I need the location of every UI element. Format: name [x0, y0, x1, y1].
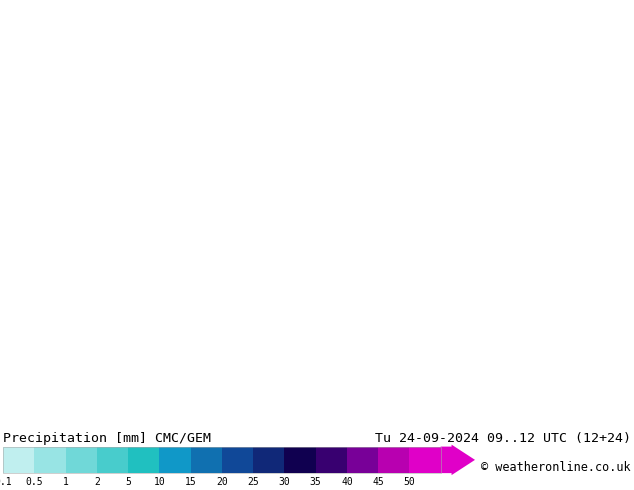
Bar	[191, 446, 222, 473]
Text: 0.5: 0.5	[25, 477, 43, 487]
Bar	[410, 446, 441, 473]
Bar	[285, 446, 316, 473]
Text: 25: 25	[247, 477, 259, 487]
Bar	[253, 446, 285, 473]
Text: 40: 40	[341, 477, 353, 487]
Text: 1: 1	[63, 477, 68, 487]
Bar	[66, 446, 97, 473]
Text: 50: 50	[403, 477, 415, 487]
Bar	[378, 446, 410, 473]
Text: 2: 2	[94, 477, 100, 487]
Text: Tu 24-09-2024 09..12 UTC (12+24): Tu 24-09-2024 09..12 UTC (12+24)	[375, 432, 631, 444]
Bar	[316, 446, 347, 473]
Text: Precipitation [mm] CMC/GEM: Precipitation [mm] CMC/GEM	[3, 432, 211, 444]
Text: © weatheronline.co.uk: © weatheronline.co.uk	[481, 461, 631, 474]
Bar	[3, 446, 441, 473]
Bar	[3, 446, 34, 473]
Bar	[347, 446, 378, 473]
Text: 10: 10	[153, 477, 165, 487]
Bar	[159, 446, 191, 473]
Bar	[128, 446, 159, 473]
Text: 45: 45	[372, 477, 384, 487]
Text: 0.1: 0.1	[0, 477, 12, 487]
Bar	[97, 446, 128, 473]
Bar	[222, 446, 253, 473]
Text: 5: 5	[126, 477, 131, 487]
Text: 20: 20	[216, 477, 228, 487]
Text: 15: 15	[184, 477, 197, 487]
Text: 35: 35	[310, 477, 321, 487]
Bar	[34, 446, 66, 473]
Text: 30: 30	[278, 477, 290, 487]
FancyArrow shape	[441, 444, 475, 475]
